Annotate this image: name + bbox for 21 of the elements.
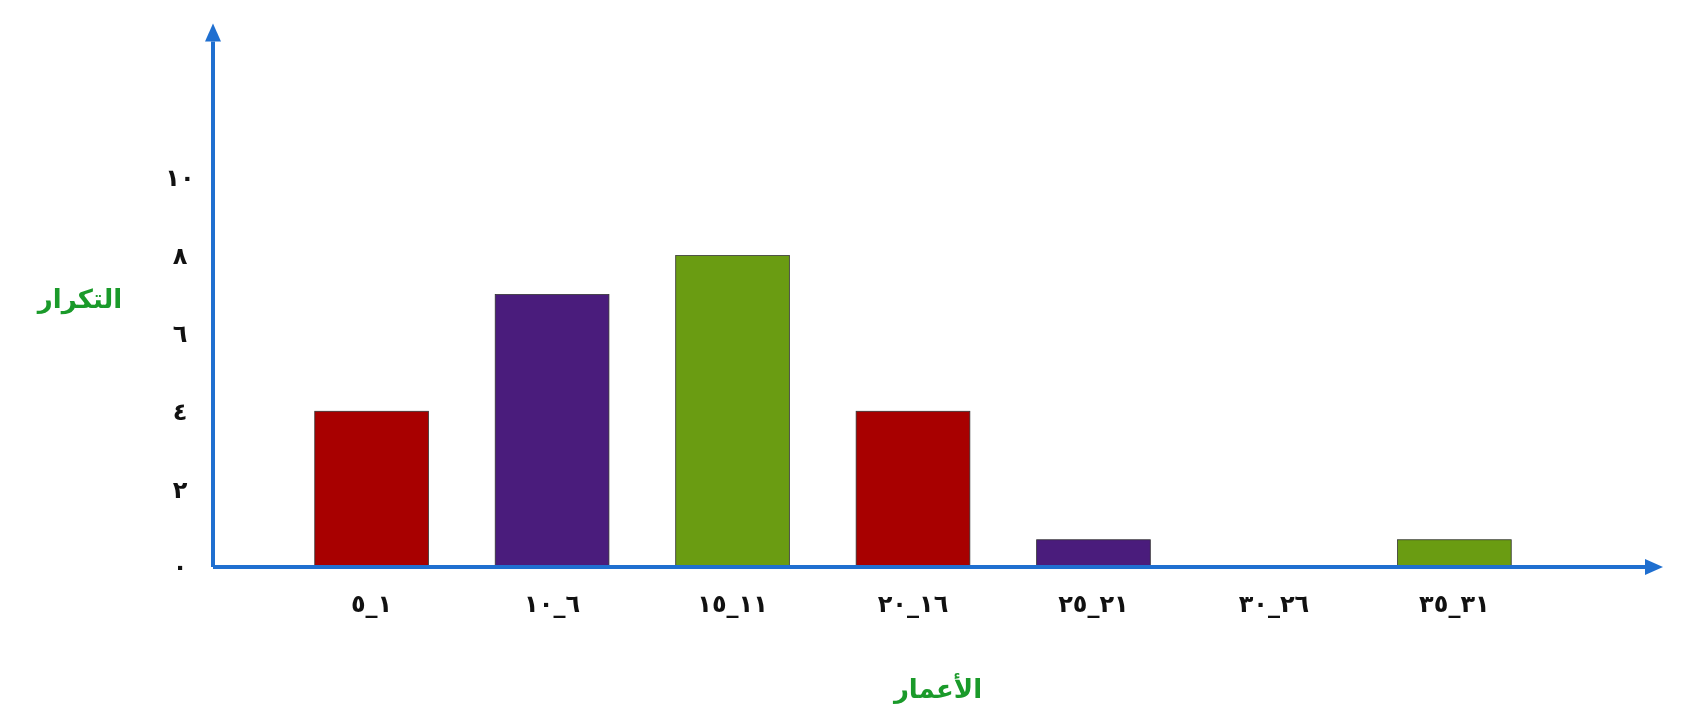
bar — [314, 410, 429, 568]
x-tick-label: ٢٦_٣٠ — [1238, 590, 1310, 618]
bar — [494, 294, 610, 568]
y-tick-label: ٤ — [172, 397, 188, 426]
y-tick-label: ١٠ — [165, 164, 195, 193]
bar — [1397, 539, 1512, 568]
y-tick-label: ٦ — [172, 319, 188, 348]
x-axis-title: الأعمار — [891, 673, 983, 704]
x-tick-label: ١_٥ — [350, 590, 393, 618]
y-tick-label: ٠ — [172, 553, 188, 582]
x-tick-label: ٣١_٣٥ — [1419, 590, 1490, 618]
x-tick-label: ٦_١٠ — [524, 590, 581, 618]
y-tick-label: ٢ — [172, 475, 188, 504]
bar — [1036, 539, 1151, 568]
x-tick-label: ١١_١٥ — [697, 590, 768, 618]
bar — [675, 255, 790, 568]
y-tick-label: ٨ — [172, 241, 188, 270]
bar — [855, 410, 971, 568]
y-axis-title: التكرار — [35, 284, 123, 315]
x-tick-label: ٢١_٢٥ — [1058, 590, 1129, 618]
x-tick-label: ١٦_٢٠ — [877, 590, 949, 618]
